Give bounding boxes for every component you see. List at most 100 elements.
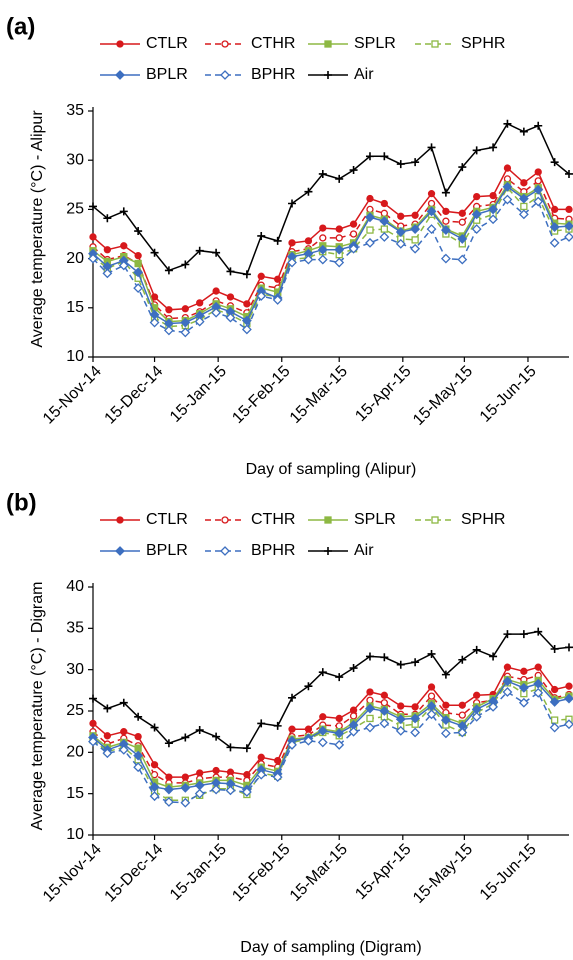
- marker: [366, 205, 374, 214]
- marker: [334, 728, 345, 739]
- legend-item: BPHR: [205, 66, 295, 83]
- legend-label: CTLR: [146, 511, 188, 528]
- marker: [380, 199, 388, 208]
- marker: [520, 667, 528, 675]
- marker: [534, 663, 542, 671]
- marker: [431, 516, 439, 524]
- marker: [103, 214, 112, 223]
- marker: [119, 207, 128, 216]
- marker: [489, 652, 498, 661]
- marker: [458, 163, 467, 172]
- marker: [380, 209, 388, 217]
- series-line: [92, 166, 569, 311]
- marker: [304, 187, 313, 196]
- marker: [288, 725, 296, 733]
- legend-item: BPLR: [100, 66, 188, 83]
- marker: [318, 668, 327, 677]
- marker: [489, 143, 498, 152]
- marker: [257, 719, 266, 728]
- series: [88, 194, 573, 338]
- legend-item: CTHR: [205, 35, 295, 52]
- legend-item: Air: [308, 66, 374, 83]
- marker: [533, 184, 544, 195]
- marker: [565, 643, 573, 652]
- marker: [149, 791, 160, 802]
- marker: [457, 254, 468, 265]
- series-line: [92, 681, 570, 802]
- marker: [411, 658, 420, 667]
- marker: [303, 254, 314, 265]
- marker: [212, 287, 220, 295]
- marker: [503, 119, 512, 128]
- y-tick-label: 20: [66, 744, 84, 761]
- marker: [427, 683, 436, 691]
- marker: [194, 316, 205, 327]
- marker: [221, 516, 229, 524]
- marker: [458, 701, 466, 709]
- marker: [550, 716, 559, 724]
- marker: [518, 193, 529, 204]
- marker: [274, 275, 282, 283]
- marker: [212, 766, 220, 775]
- marker: [103, 732, 112, 740]
- marker: [380, 653, 389, 662]
- marker: [335, 174, 344, 183]
- marker: [226, 293, 235, 301]
- series: [89, 627, 573, 753]
- marker: [317, 737, 328, 748]
- marker: [304, 682, 313, 691]
- marker: [273, 721, 282, 730]
- legend-item: CTHR: [205, 511, 295, 528]
- legend-item: SPLR: [308, 511, 396, 528]
- marker: [518, 209, 529, 220]
- legend-label: BPHR: [251, 66, 295, 83]
- marker: [411, 703, 419, 711]
- marker: [304, 725, 313, 733]
- marker: [549, 237, 560, 248]
- marker: [441, 188, 450, 197]
- marker: [534, 168, 542, 176]
- marker: [102, 268, 113, 279]
- marker: [427, 190, 436, 198]
- marker: [502, 194, 513, 205]
- marker: [427, 199, 436, 208]
- marker: [472, 146, 481, 155]
- marker: [549, 222, 560, 233]
- legend-label: Air: [354, 66, 374, 83]
- marker: [426, 206, 437, 217]
- marker: [164, 739, 173, 748]
- marker: [120, 242, 128, 250]
- marker: [458, 218, 466, 226]
- marker: [550, 158, 559, 167]
- marker: [116, 40, 124, 48]
- marker: [565, 169, 573, 178]
- marker: [366, 696, 374, 704]
- marker: [303, 735, 314, 746]
- legend-label: BPLR: [146, 542, 188, 559]
- marker: [503, 164, 512, 172]
- legend-label: Air: [354, 542, 374, 559]
- marker: [550, 205, 559, 214]
- series-line: [92, 666, 570, 778]
- marker: [471, 209, 482, 220]
- x-tick-label: 15-May-15: [410, 363, 476, 429]
- marker: [396, 660, 405, 669]
- marker: [194, 788, 205, 799]
- marker: [165, 773, 173, 781]
- marker: [349, 166, 358, 175]
- marker: [471, 711, 482, 722]
- marker: [319, 713, 327, 721]
- marker: [257, 753, 265, 761]
- marker: [89, 694, 97, 703]
- legend-item: Air: [308, 542, 374, 559]
- marker: [349, 712, 358, 720]
- marker: [119, 698, 128, 707]
- marker: [196, 769, 204, 777]
- marker: [273, 236, 282, 245]
- marker: [226, 267, 235, 276]
- marker: [380, 225, 388, 233]
- marker: [441, 670, 450, 679]
- marker: [488, 701, 499, 712]
- marker: [180, 782, 191, 793]
- marker: [549, 722, 560, 733]
